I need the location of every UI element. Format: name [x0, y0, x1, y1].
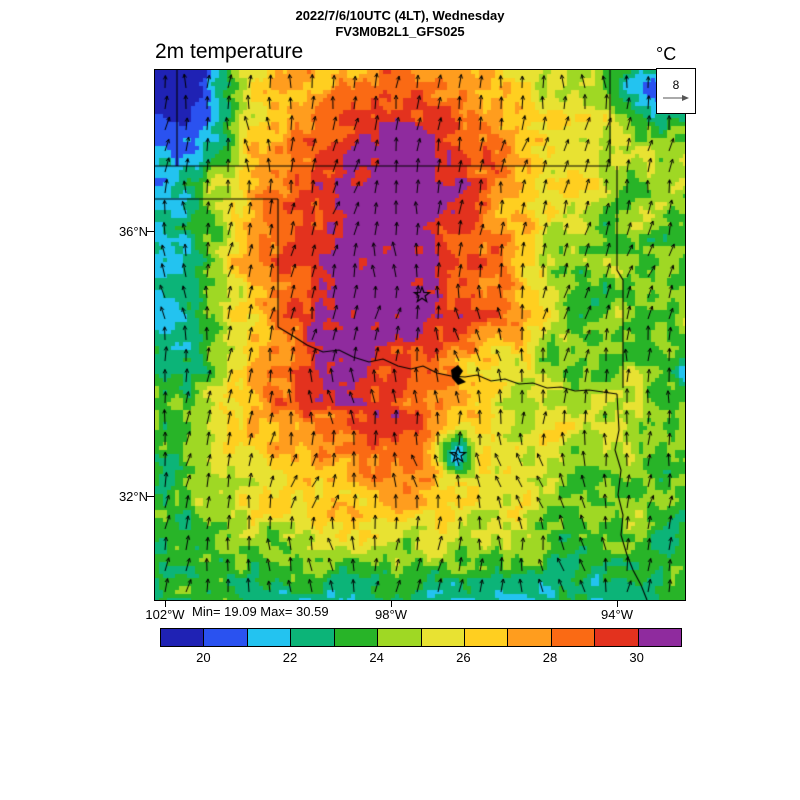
colorbar-tick-label: 30 [629, 650, 644, 665]
map-frame [154, 69, 686, 601]
lon-tick-mark [617, 601, 618, 607]
colorbar-segment [291, 629, 335, 646]
lat-tick-mark [147, 496, 154, 497]
reference-arrow-icon [663, 95, 689, 101]
colorbar-segment [551, 629, 596, 646]
colorbar-segment [334, 629, 379, 646]
colorbar [160, 628, 682, 647]
lon-tick-label-98w: 98°W [375, 607, 407, 622]
reference-vector-value: 8 [672, 78, 680, 92]
colorbar-tick-labels: 20 22 24 26 28 30 [160, 650, 680, 666]
colorbar-segment [378, 629, 422, 646]
plot-title: 2m temperature [155, 40, 304, 63]
colorbar-tick-label: 28 [542, 650, 558, 665]
colorbar-segment [638, 629, 682, 646]
units-label: °C [656, 44, 677, 64]
lon-tick-mark [165, 601, 166, 607]
datetime-title: 2022/7/6/10UTC (4LT), Wednesday [295, 8, 505, 23]
lon-tick-mark [391, 601, 392, 607]
colorbar-segment [595, 629, 639, 646]
colorbar-segment [204, 629, 248, 646]
lon-tick-label-102w: 102°W [145, 607, 185, 622]
lon-tick-label-94w: 94°W [601, 607, 633, 622]
colorbar-segment [421, 629, 465, 646]
min-max-label: Min= 19.09 Max= 30.59 [192, 604, 329, 619]
colorbar-segment [508, 629, 552, 646]
lat-tick-label-32n: 32°N [118, 489, 148, 504]
reference-vector-box: 8 [656, 68, 696, 114]
colorbar-segment [161, 629, 205, 646]
temperature-map-canvas [155, 70, 685, 600]
colorbar-segment [247, 629, 292, 646]
colorbar-tick-label: 20 [196, 650, 211, 665]
colorbar-tick-label: 22 [282, 650, 298, 665]
lat-tick-label-36n: 36°N [118, 224, 148, 239]
lat-tick-mark [147, 231, 154, 232]
model-title: FV3M0B2L1_GFS025 [335, 24, 465, 39]
colorbar-tick-label: 24 [369, 650, 384, 665]
colorbar-tick-label: 26 [456, 650, 471, 665]
colorbar-segment [464, 629, 509, 646]
